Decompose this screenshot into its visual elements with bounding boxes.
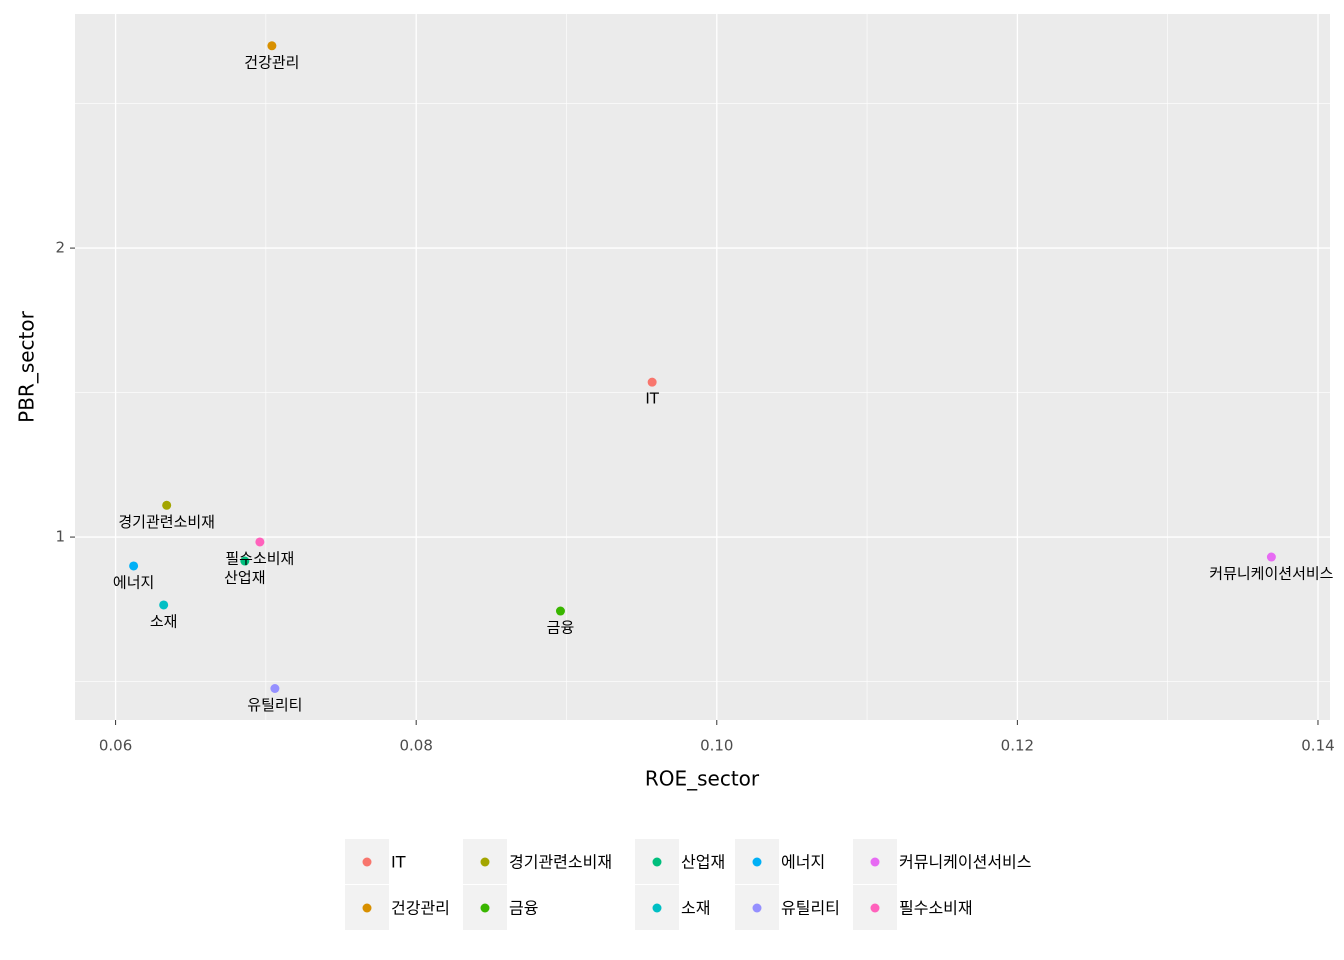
point <box>162 500 172 510</box>
legend-label: 건강관리 <box>391 899 450 918</box>
x-tick-label: 0.10 <box>700 737 733 755</box>
legend-symbol <box>652 857 662 867</box>
point-label: 소재 <box>150 612 178 630</box>
legend-label: 커뮤니케이션서비스 <box>899 853 1031 872</box>
point-label: 산업재 <box>224 569 265 587</box>
legend-symbol <box>870 903 880 913</box>
legend-symbol <box>362 903 372 913</box>
point-label: 에너지 <box>113 573 154 591</box>
legend-symbol <box>480 903 490 913</box>
point-label: 경기관련소비재 <box>118 513 215 531</box>
legend-label: 경기관련소비재 <box>509 853 612 872</box>
point <box>1266 552 1276 562</box>
x-tick-label: 0.12 <box>1001 737 1034 755</box>
point-label: 금융 <box>547 619 575 637</box>
panel <box>75 14 1330 720</box>
point-label: 필수소비재 <box>225 549 294 567</box>
point-label: 유틸리티 <box>247 696 302 714</box>
point <box>270 684 280 694</box>
point <box>647 377 657 387</box>
legend-symbol <box>870 857 880 867</box>
point <box>555 606 565 616</box>
y-tick-label: 1 <box>55 528 65 546</box>
legend-label: 유틸리티 <box>781 899 840 918</box>
legend-symbol <box>752 857 762 867</box>
point <box>240 556 250 566</box>
point <box>159 600 169 610</box>
legend-symbol <box>752 903 762 913</box>
x-axis-title: ROE_sector <box>645 767 760 791</box>
legend-label: 필수소비재 <box>899 899 973 918</box>
point-label: 커뮤니케이션서비스 <box>1209 565 1333 583</box>
y-tick-label: 2 <box>55 239 65 257</box>
legend-symbol <box>480 857 490 867</box>
legend-label: 금융 <box>509 899 538 918</box>
point <box>129 561 139 571</box>
x-tick-label: 0.14 <box>1301 737 1334 755</box>
x-tick-label: 0.06 <box>99 737 132 755</box>
point <box>267 41 277 51</box>
legend-symbol <box>362 857 372 867</box>
legend-label: 소재 <box>681 899 710 918</box>
legend-label: 산업재 <box>681 853 725 872</box>
legend-symbol <box>652 903 662 913</box>
point-label: 건강관리 <box>244 53 299 71</box>
point-label: IT <box>645 390 659 408</box>
x-tick-label: 0.08 <box>399 737 432 755</box>
point <box>255 537 265 547</box>
y-axis-title: PBR_sector <box>15 310 39 422</box>
legend-label: IT <box>391 853 406 872</box>
legend-label: 에너지 <box>781 853 825 872</box>
grid <box>75 14 1330 720</box>
